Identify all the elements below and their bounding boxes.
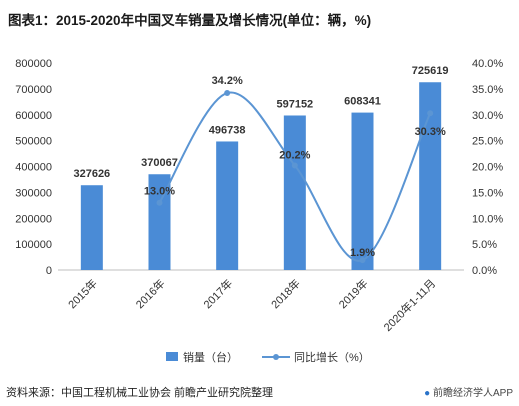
growth-point — [359, 257, 366, 264]
line-value-label: 30.3% — [415, 126, 446, 138]
y-right-tick-label: 15.0% — [472, 187, 503, 199]
bar-value-label: 496738 — [209, 124, 246, 136]
bar — [80, 185, 103, 270]
bar — [216, 141, 239, 270]
x-tick-label: 2018年 — [268, 276, 303, 311]
y-right-tick-label: 25.0% — [472, 136, 503, 148]
y-left-tick-label: 500000 — [15, 136, 52, 148]
brand-icon: ● — [424, 388, 431, 399]
legend-bar-swatch — [166, 352, 178, 361]
y-left-tick-label: 800000 — [15, 58, 52, 70]
growth-point — [427, 110, 434, 117]
legend-line-marker — [273, 354, 279, 360]
y-right-tick-label: 35.0% — [472, 84, 503, 96]
bar-value-label: 370067 — [141, 157, 178, 169]
bar-value-label: 608341 — [344, 96, 381, 108]
y-right-tick-label: 5.0% — [472, 239, 497, 251]
x-tick-label: 2019年 — [336, 276, 371, 311]
growth-point — [224, 90, 231, 97]
growth-line — [158, 91, 432, 262]
chart-title: 图表1：2015-2020年中国叉车销量及增长情况(单位：辆，%) — [8, 13, 372, 28]
legend-bar-label: 销量（台） — [183, 350, 238, 364]
y-right-tick-label: 10.0% — [472, 213, 503, 225]
bar — [351, 112, 374, 270]
bar — [148, 174, 171, 270]
bar-value-label: 597152 — [276, 98, 313, 110]
watermark: ● 前瞻经济学人APP — [424, 384, 513, 399]
x-tick-label: 2020年1-11月 — [381, 276, 439, 334]
y-right-tick-label: 0.0% — [472, 265, 497, 277]
line-value-label: 34.2% — [212, 75, 243, 87]
growth-point — [156, 199, 163, 206]
y-right-tick-label: 40.0% — [472, 58, 503, 70]
y-left-tick-label: 700000 — [15, 84, 52, 96]
x-tick-label: 2017年 — [200, 276, 235, 311]
legend-line-label: 同比增长（%） — [294, 350, 370, 364]
bar-value-label: 725619 — [412, 65, 449, 77]
bar-value-label: 327626 — [73, 168, 110, 180]
y-left-tick-label: 600000 — [15, 110, 52, 122]
line-value-label: 13.0% — [144, 186, 175, 198]
x-tick-label: 2016年 — [133, 276, 168, 311]
line-value-label: 1.9% — [350, 247, 375, 259]
source-note: 资料来源：中国工程机械工业协会 前瞻产业研究院整理 — [6, 387, 274, 399]
x-tick-label: 2015年 — [65, 276, 100, 311]
y-right-tick-label: 20.0% — [472, 162, 503, 174]
y-left-tick-label: 300000 — [15, 187, 52, 199]
y-left-tick-label: 100000 — [15, 239, 52, 251]
y-left-tick-label: 200000 — [15, 213, 52, 225]
y-left-tick-label: 400000 — [15, 162, 52, 174]
line-value-label: 20.2% — [279, 149, 310, 161]
y-right-tick-label: 30.0% — [472, 110, 503, 122]
y-left-tick-label: 0 — [46, 265, 52, 277]
watermark-text: 前瞻经济学人APP — [432, 388, 513, 399]
growth-point — [291, 162, 298, 169]
bar — [283, 115, 306, 270]
